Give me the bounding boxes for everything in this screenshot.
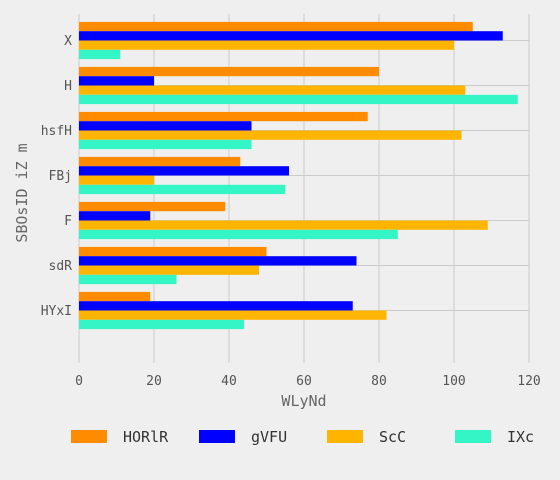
- legend: HORlR gVFU ScC IXc: [71, 428, 534, 446]
- bar: [79, 156, 241, 167]
- x-tick-label: 0: [75, 374, 83, 389]
- legend-label: gVFU: [251, 428, 287, 446]
- bar: [79, 291, 151, 302]
- y-tick-label: HYxI: [41, 304, 72, 319]
- y-tick-label: FBj: [49, 169, 72, 184]
- y-tick-label: sdR: [49, 259, 73, 274]
- bars: [79, 21, 518, 330]
- x-tick-label: 120: [517, 374, 540, 389]
- bar: [79, 301, 353, 311]
- bar: [79, 220, 488, 230]
- bar: [79, 246, 267, 257]
- bar: [79, 130, 462, 140]
- y-tick-label: F: [64, 214, 72, 229]
- bar: [79, 319, 244, 330]
- y-tick-label: hsfH: [41, 124, 72, 139]
- bar: [79, 175, 154, 185]
- bar: [79, 21, 473, 32]
- x-tick-labels: 0 20 40 60 80 100 120: [75, 374, 541, 389]
- legend-label: HORlR: [123, 428, 169, 446]
- bar: [79, 94, 518, 105]
- bar: [79, 121, 252, 131]
- bar: [79, 274, 177, 285]
- bar: [79, 111, 368, 122]
- x-tick-label: 80: [371, 374, 387, 389]
- bar: [79, 66, 379, 77]
- bar: [79, 49, 121, 60]
- bar: [79, 201, 226, 212]
- legend-label: ScC: [379, 428, 406, 446]
- bar: [79, 85, 466, 95]
- legend-swatch: [199, 430, 235, 443]
- legend-swatch: [71, 430, 107, 443]
- legend-label: IXc: [507, 428, 534, 446]
- bar: [79, 40, 454, 50]
- bar: [79, 31, 503, 41]
- y-tick-label: X: [64, 34, 72, 49]
- bar: [79, 265, 259, 275]
- legend-swatch: [455, 430, 491, 443]
- y-axis-title: SBOsID iZ m: [13, 143, 31, 242]
- y-tick-label: H: [64, 79, 72, 94]
- x-axis-title: WLyNd: [281, 392, 326, 410]
- bar: [79, 211, 151, 221]
- bar: [79, 229, 398, 240]
- legend-swatch: [327, 430, 363, 443]
- x-tick-label: 20: [146, 374, 162, 389]
- bar: [79, 184, 286, 195]
- x-tick-label: 40: [221, 374, 237, 389]
- x-tick-label: 60: [296, 374, 312, 389]
- x-tick-label: 100: [442, 374, 465, 389]
- bar: [79, 166, 289, 176]
- bar: [79, 76, 154, 86]
- bar: [79, 310, 387, 320]
- bar: [79, 139, 252, 150]
- bar: [79, 256, 357, 266]
